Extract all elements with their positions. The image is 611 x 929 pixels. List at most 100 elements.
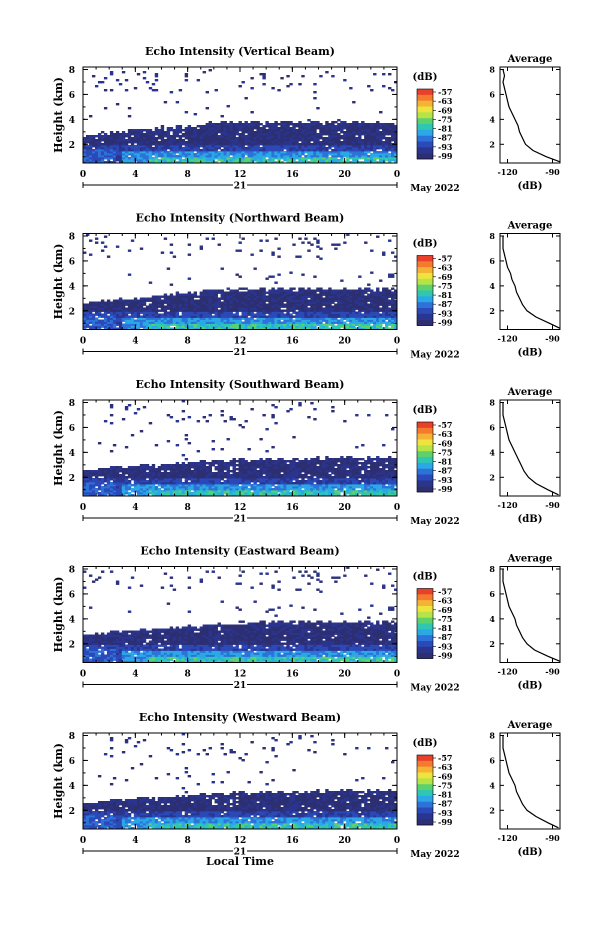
heatmap-cell (163, 311, 168, 314)
heatmap-cell (280, 289, 284, 292)
heatmap-cell (325, 307, 329, 310)
heatmap-cell (88, 139, 93, 142)
heatmap-cell (361, 321, 365, 324)
heatmap-cell (184, 472, 189, 475)
heatmap-cell (259, 293, 263, 296)
heatmap-cell (310, 295, 314, 298)
heatmap-cell (136, 484, 141, 487)
heatmap-cell (337, 325, 341, 328)
heatmap-cell (103, 145, 108, 148)
heatmap-cell (85, 478, 90, 481)
heatmap-cell (364, 297, 368, 300)
heatmap-cell (121, 71, 126, 74)
heatmap-cell (361, 319, 365, 322)
heatmap-cell (292, 147, 296, 150)
heatmap-cell (340, 323, 344, 326)
heatmap-cell (169, 305, 174, 308)
heatmap-cell (382, 141, 386, 144)
heatmap-cell (346, 149, 350, 152)
heatmap-cell (139, 319, 144, 322)
heatmap-cell (271, 311, 275, 314)
heatmap-cell (298, 313, 302, 316)
heatmap-cell (187, 243, 192, 246)
heatmap-cell (151, 135, 156, 138)
heatmap-cell (259, 313, 263, 316)
heatmap-cell (91, 470, 96, 473)
heatmap-cell (193, 319, 198, 322)
heatmap-cell (187, 291, 192, 294)
heatmap-cell (178, 327, 183, 330)
heatmap-cell (343, 143, 347, 146)
heatmap-cell (364, 291, 368, 294)
heatmap-cell (136, 323, 141, 326)
heatmap-cell (130, 466, 135, 469)
heatmap-cell (283, 325, 287, 328)
heatmap-cell (181, 155, 186, 158)
heatmap-cell (289, 147, 293, 150)
heatmap-cell (355, 313, 359, 316)
heatmap-cell (83, 494, 87, 497)
heatmap-cell (328, 297, 332, 300)
heatmap-cell (196, 464, 201, 467)
heatmap-cell (286, 157, 290, 160)
heatmap-cell (91, 488, 96, 491)
heatmap-cell (241, 123, 245, 126)
heatmap-cell (316, 155, 320, 158)
heatmap-cell (169, 468, 174, 471)
heatmap-cell (199, 476, 204, 479)
heatmap-cell (307, 143, 311, 146)
heatmap-cell (139, 139, 144, 142)
heatmap-cell (154, 309, 159, 312)
heatmap-cell (364, 315, 368, 318)
heatmap-cell (247, 127, 251, 130)
heatmap-cell (364, 307, 368, 310)
heatmap-cell (382, 149, 386, 152)
heatmap-cell (244, 293, 248, 296)
heatmap-cell (286, 145, 290, 148)
heatmap-cell (280, 129, 284, 132)
heatmap-cell (370, 271, 374, 274)
heatmap-cell (154, 490, 159, 493)
heatmap-cell (232, 319, 236, 322)
heatmap-cell (154, 321, 159, 324)
heatmap-cell (172, 297, 177, 300)
heatmap-cell (202, 480, 207, 483)
heatmap-cell (145, 81, 150, 84)
heatmap-cell (133, 474, 138, 477)
heatmap-cell (199, 145, 204, 148)
heatmap-cell (250, 311, 254, 314)
heatmap-cell (337, 135, 341, 138)
heatmap-cell (163, 145, 168, 148)
heatmap-cell (346, 133, 350, 136)
heatmap-cell (190, 135, 195, 138)
heatmap-cell (154, 315, 159, 318)
heatmap-cell (277, 127, 281, 130)
heatmap-cell (229, 327, 233, 330)
heatmap-cell (211, 476, 215, 479)
heatmap-cell (178, 159, 183, 162)
heatmap-cell (310, 161, 314, 164)
heatmap-cell (214, 309, 218, 312)
heatmap-cell (373, 155, 377, 158)
heatmap-cell (187, 161, 192, 164)
heatmap-cell (133, 297, 138, 300)
heatmap-cell (124, 161, 129, 164)
heatmap-cell (118, 478, 123, 481)
heatmap-cell (331, 297, 335, 300)
heatmap-cell (253, 133, 257, 136)
heatmap-cell (298, 303, 302, 306)
heatmap-cell (334, 145, 338, 148)
heatmap-cell (346, 295, 350, 298)
heatmap-cell (235, 291, 239, 294)
heatmap-cell (352, 309, 356, 312)
heatmap-cell (187, 147, 192, 150)
heatmap-cell (139, 141, 144, 144)
heatmap-cell (283, 295, 287, 298)
heatmap-cell (292, 309, 296, 312)
heatmap-cell (256, 155, 260, 158)
heatmap-cell (340, 157, 344, 160)
heatmap-cell (148, 474, 153, 477)
heatmap-cell (334, 155, 338, 158)
heatmap-cell (343, 149, 347, 152)
heatmap-cell (376, 321, 380, 324)
